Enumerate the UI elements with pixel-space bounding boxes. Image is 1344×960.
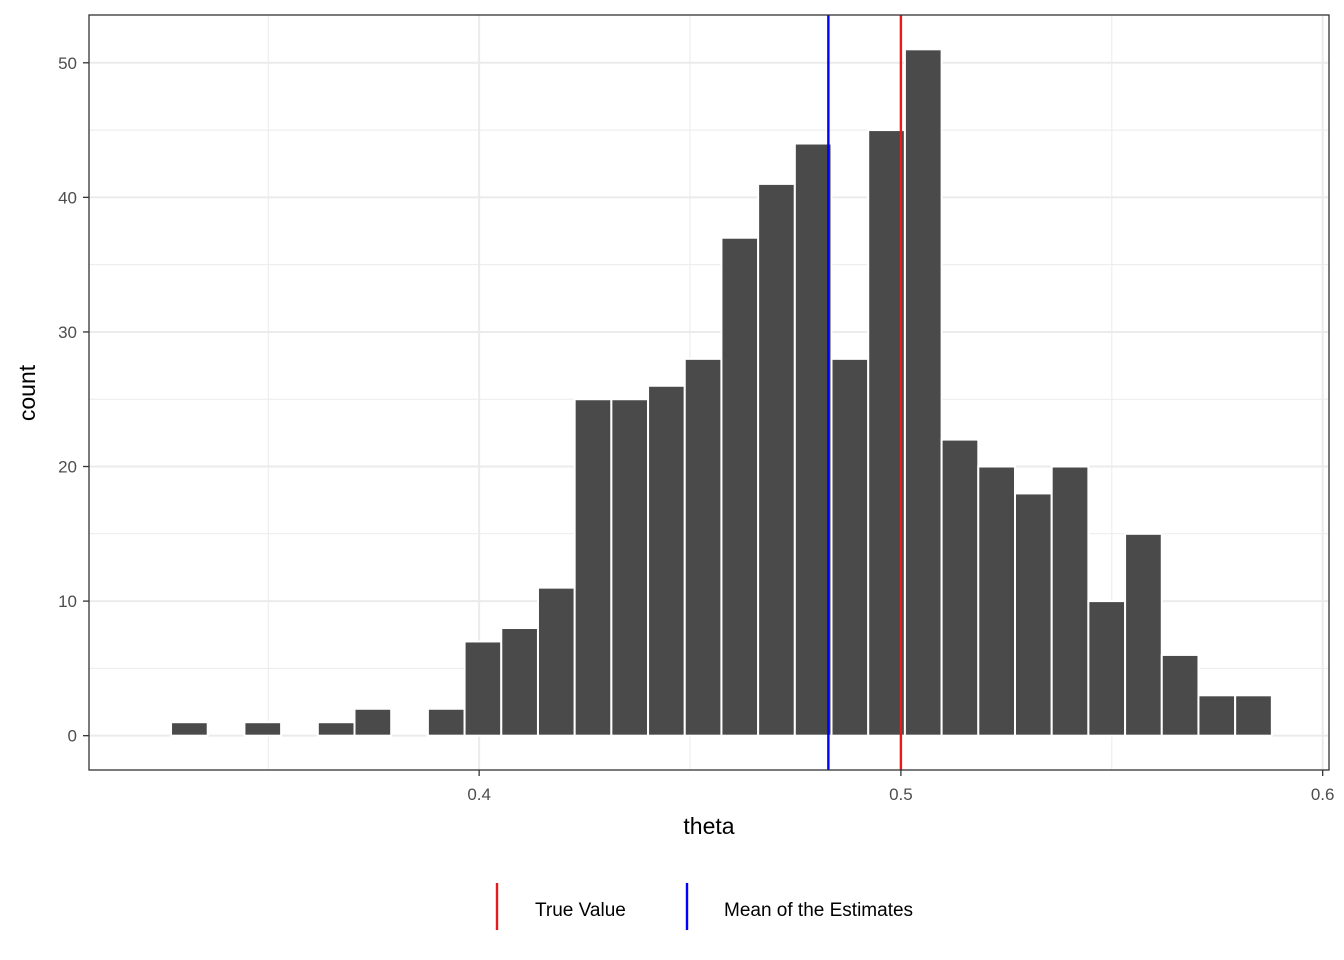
histogram-bar xyxy=(757,182,796,737)
histogram-bar xyxy=(1013,492,1053,737)
plot-border xyxy=(88,14,1330,771)
y-tick-label: 10 xyxy=(58,592,77,611)
y-tick-label: 50 xyxy=(58,54,77,73)
histogram-bar xyxy=(1160,653,1200,737)
x-axis: 0.4 0.5 0.6 xyxy=(467,770,1334,804)
histogram-bar xyxy=(683,357,723,737)
x-axis-title: theta xyxy=(683,813,734,839)
histogram-bar xyxy=(867,129,906,737)
legend-label: True Value xyxy=(535,900,626,921)
y-axis-title: count xyxy=(14,364,40,421)
histogram-bar xyxy=(536,586,576,737)
x-tick-label: 0.5 xyxy=(889,785,913,804)
legend-label: Mean of the Estimates xyxy=(724,900,913,921)
x-tick-label: 0.6 xyxy=(1311,785,1335,804)
histogram-bar xyxy=(977,465,1016,737)
histogram-bar xyxy=(1087,600,1127,737)
histogram-bar xyxy=(573,398,613,737)
histogram-bar xyxy=(500,627,539,737)
histogram-bar xyxy=(1234,694,1273,737)
histogram-bar xyxy=(426,707,466,737)
histogram-bar xyxy=(793,142,833,737)
histogram-bar xyxy=(720,236,760,737)
histogram-bar xyxy=(647,384,686,737)
y-tick-label: 20 xyxy=(58,458,77,477)
histogram-bar xyxy=(1050,465,1090,737)
histogram-bar xyxy=(940,438,980,737)
histogram-bar xyxy=(903,48,943,737)
x-tick-label: 0.4 xyxy=(467,785,491,804)
y-tick-label: 40 xyxy=(58,188,77,207)
histogram-bar xyxy=(1124,532,1163,737)
histogram-bar xyxy=(610,398,650,737)
histogram-bar xyxy=(243,721,283,737)
histogram-bar xyxy=(463,640,503,737)
y-tick-label: 0 xyxy=(68,727,77,746)
reference-lines xyxy=(827,15,903,770)
histogram-bar xyxy=(1197,694,1237,737)
y-tick-label: 30 xyxy=(58,323,77,342)
histogram-bar xyxy=(316,721,356,737)
legend: True Value Mean of the Estimates xyxy=(495,883,913,930)
histogram-bar xyxy=(830,357,870,737)
bars xyxy=(170,48,1273,737)
histogram-bar xyxy=(353,707,393,737)
histogram-bar xyxy=(170,721,209,737)
y-axis: 0 10 20 30 40 50 xyxy=(58,54,89,746)
